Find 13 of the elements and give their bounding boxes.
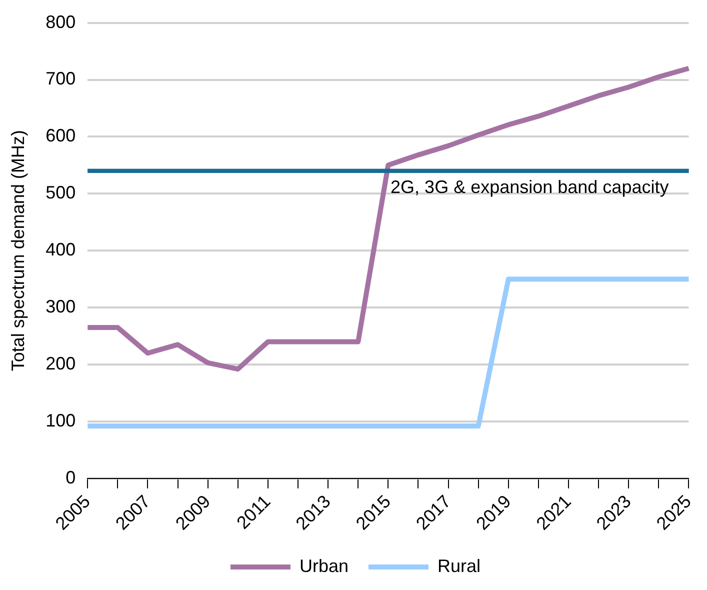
y-tick-label: 100 <box>46 410 76 430</box>
y-tick-label: 600 <box>46 126 76 146</box>
y-tick-label: 400 <box>46 240 76 260</box>
legend-label: Rural <box>438 556 481 576</box>
y-tick-label: 700 <box>46 68 76 89</box>
ref-line-label: 2G, 3G & expansion band capacity <box>390 176 669 197</box>
y-tick-label: 300 <box>46 296 76 317</box>
y-tick-label: 0 <box>66 467 76 488</box>
y-tick-label: 200 <box>46 353 76 374</box>
y-tick-label: 500 <box>46 182 76 203</box>
y-axis-title: Total spectrum demand (MHz) <box>8 130 28 372</box>
y-tick-label: 800 <box>46 12 76 32</box>
legend-label: Urban <box>299 556 349 576</box>
